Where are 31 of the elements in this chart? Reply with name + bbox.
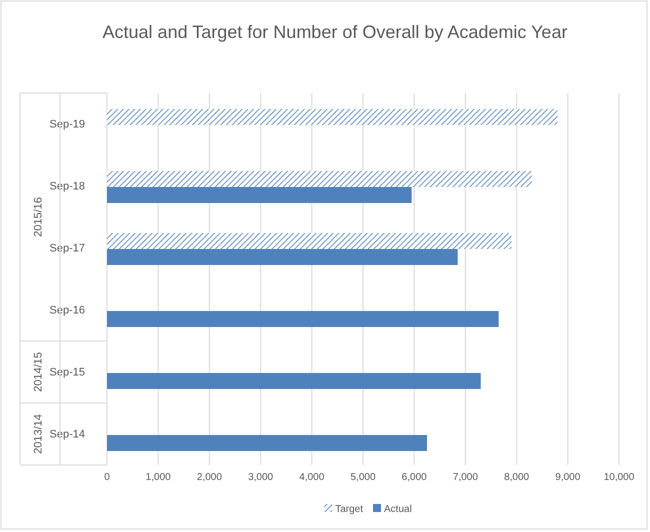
- y-tick-label: Sep-15: [50, 366, 85, 379]
- legend-label: Actual: [384, 504, 412, 515]
- bar: [107, 435, 427, 451]
- x-tick-label: 7,000: [452, 472, 478, 484]
- y-tick-label: Sep-18: [50, 180, 85, 193]
- x-tick-label: 5,000: [350, 472, 376, 484]
- y-tick-label: Sep-16: [50, 304, 85, 317]
- text: 2013/14: [32, 414, 44, 454]
- x-tick-label: 2,000: [196, 472, 222, 484]
- x-tick-label: 10,000: [604, 472, 635, 484]
- bar: [107, 187, 412, 203]
- bar: [107, 109, 558, 125]
- bar: [107, 311, 499, 327]
- bar: [107, 171, 532, 187]
- text: 2015/16: [32, 197, 44, 237]
- chart-title: Actual and Target for Number of Overall by Academic Year: [102, 22, 568, 42]
- bar: [107, 233, 512, 249]
- y-tick-label: Sep-14: [50, 428, 85, 441]
- legend-label: Target: [335, 504, 364, 515]
- y-tick-label: Sep-19: [50, 118, 85, 131]
- bar: [107, 249, 458, 265]
- x-tick-label: 1,000: [146, 472, 172, 484]
- x-tick-label: 3,000: [248, 472, 274, 484]
- bar: [107, 373, 481, 389]
- x-tick-label: 0: [104, 472, 110, 484]
- text: 2014/15: [32, 352, 44, 392]
- x-tick-label: 6,000: [402, 472, 428, 484]
- x-tick-label: 4,000: [299, 472, 325, 484]
- x-tick-label: 8,000: [504, 472, 530, 484]
- x-tick-label: 9,000: [555, 472, 581, 484]
- y-tick-label: Sep-17: [50, 242, 85, 255]
